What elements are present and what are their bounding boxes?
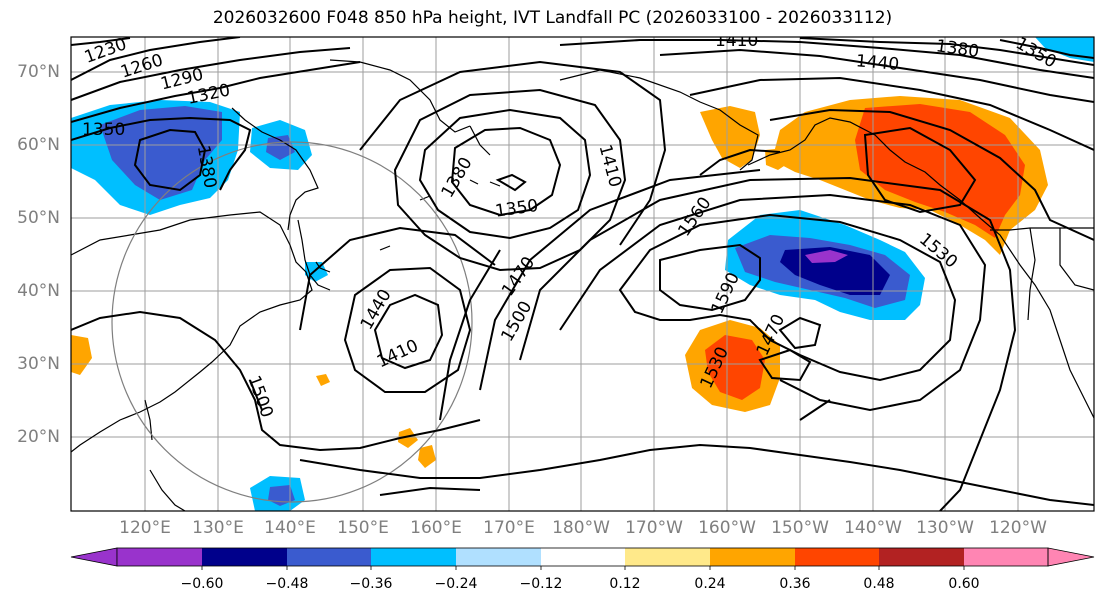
colorbar-label: −0.24 [434,576,478,592]
lon-tick-label: 170°W [625,518,683,538]
height-contours [71,37,1094,511]
colorbar-cell [710,548,795,566]
map-title: 2026032600 F048 850 hPa height, IVT Land… [212,8,893,28]
map-frame [70,36,1095,512]
lon-tick-label: 130°E [192,518,244,538]
lat-tick-label: 30°N [17,354,60,374]
colorbar-label: 0.36 [779,576,811,592]
shade-pacific-dark [780,247,890,295]
lat-tick-label: 20°N [17,427,60,447]
shade-pacific-purple [805,250,848,263]
lon-tick-label: 120°E [119,518,171,538]
contour-label: 1410 [715,31,758,51]
shade-spot-1 [71,335,92,375]
colorbar-cell [117,548,202,566]
colorbar-label: 0.48 [863,576,895,592]
colorbar-label: −0.12 [519,576,563,592]
lat-tick-label: 60°N [17,135,60,155]
lon-tick-label: 170°E [483,518,535,538]
lat-tick-label: 50°N [17,208,60,228]
lon-tick-label: 130°W [916,518,974,538]
colorbar-cell [287,548,371,566]
gridlines [71,37,1094,511]
shade-kamchatka-orange [765,148,790,170]
shade-spot-2 [316,374,330,386]
shade-japan-light [305,262,328,282]
shade-okhotsk-mid [266,135,295,160]
colorbar-extend-high [1047,547,1095,567]
lon-tick-label: 150°E [337,518,389,538]
colorbar-cell [879,548,964,566]
colorbar-label: −0.48 [265,576,309,592]
lon-tick-label: 160°W [698,518,756,538]
colorbar-cell [625,548,710,566]
colorbar-cell [371,548,456,566]
shade-alaska-red [855,104,1025,238]
shade-subtropic-red [705,335,765,400]
coastlines [71,59,1094,511]
colorbar-extend-low [70,547,118,567]
lon-tick-label: 180°W [552,518,610,538]
radius-circle [111,141,473,503]
colorbar-outline [116,547,1049,567]
contour-label: 1350 [82,120,125,140]
colorbar-cell [964,548,1048,566]
lat-tick-label: 40°N [17,281,60,301]
colorbar-ticks [201,566,965,570]
colorbar-label: −0.60 [180,576,224,592]
colorbar-cell [202,548,287,566]
lon-tick-label: 160°E [410,518,462,538]
shade-siberia-mid [100,106,222,200]
contour-label: 1440 [855,51,900,75]
colorbar-cell [456,548,541,566]
lon-tick-label: 140°W [844,518,902,538]
colorbar-label: 0.24 [694,576,726,592]
shade-spot-3 [398,428,418,448]
lon-tick-label: 150°W [771,518,829,538]
colorbar-cell [541,548,625,566]
shade-spot-4 [418,445,436,468]
colorbar-label: −0.36 [349,576,393,592]
colorbar-cell [795,548,879,566]
lon-tick-label: 120°W [989,518,1047,538]
colorbar [70,547,1095,570]
lat-tick-label: 70°N [17,62,60,82]
lon-tick-label: 140°E [264,518,316,538]
colorbar-label: 0.60 [948,576,980,592]
colorbar-label: 0.12 [609,576,641,592]
